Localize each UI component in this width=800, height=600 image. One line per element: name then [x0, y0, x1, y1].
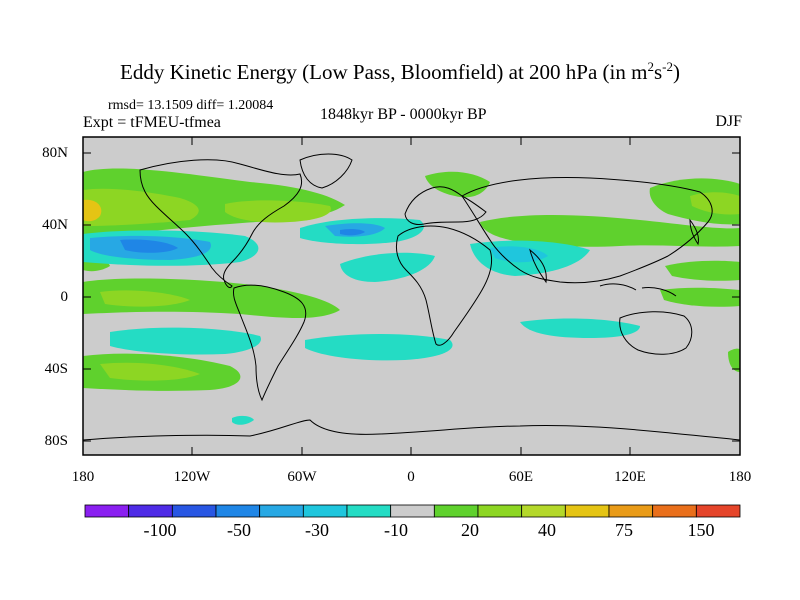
coast-australia — [619, 311, 693, 355]
region-pos-npacific-west-core — [83, 188, 199, 226]
region-pos-asia — [480, 215, 740, 247]
axis-ticks — [83, 137, 740, 455]
colorbar-swatch — [346, 504, 392, 518]
colorbar-swatch — [259, 504, 304, 518]
colorbar-label: -10 — [384, 520, 408, 540]
stats-text: rmsd= 13.1509 diff= 1.20084 — [108, 98, 274, 113]
coast-north-america — [139, 159, 303, 289]
colorbar-swatch — [652, 504, 697, 518]
colorbar — [84, 504, 741, 518]
region-pos-tropic-pacific-core — [100, 290, 190, 307]
region-pos-tropic-east — [665, 260, 740, 281]
lon-label-180w: 180 — [71, 469, 95, 485]
region-pos-europe — [425, 171, 490, 198]
coast-maritime — [599, 283, 677, 297]
colorbar-swatch — [477, 504, 523, 518]
coast-india — [529, 248, 547, 284]
colorbar-label: 75 — [615, 520, 633, 540]
region-neg-southern — [305, 334, 453, 361]
colorbar-label: 20 — [461, 520, 479, 540]
region-neg-southern-east — [520, 318, 640, 338]
region-pos-small-east — [728, 348, 740, 372]
coast-africa — [395, 225, 493, 346]
lon-label-60e: 60E — [508, 469, 534, 485]
colorbar-swatch — [215, 504, 261, 518]
colorbar-label: -50 — [227, 520, 251, 540]
region-pos-npacific-east-core — [690, 192, 740, 215]
coast-greenland — [299, 153, 353, 189]
coastlines — [83, 153, 740, 441]
coast-europe — [404, 186, 487, 225]
colorbar-swatch — [390, 504, 435, 518]
region-pos-spacific-core — [100, 362, 200, 381]
colorbar-swatch — [128, 504, 173, 518]
anomaly-field — [83, 168, 740, 425]
lat-label-80s: 80S — [44, 433, 68, 449]
lat-label-0: 0 — [60, 289, 69, 305]
colorbar-swatch — [84, 504, 130, 518]
region-neg-africa-west — [340, 252, 435, 282]
colorbar-swatch — [608, 504, 654, 518]
colorbar-label: -30 — [305, 520, 329, 540]
region-pos-tropic-pacific — [83, 278, 340, 318]
lat-label-40n: 40N — [42, 217, 68, 233]
coast-japan — [689, 218, 699, 246]
lon-label-120w: 120W — [173, 469, 211, 485]
region-pos-tropic-east2 — [660, 287, 740, 307]
colorbar-swatch — [564, 504, 610, 518]
colorbar-label: 40 — [538, 520, 556, 540]
colorbar-swatch — [433, 504, 479, 518]
experiment-label: Expt = tFMEU-tfmea — [83, 114, 221, 131]
colorbar-label: 150 — [687, 520, 715, 540]
coast-south-america — [233, 284, 307, 402]
colorbar-swatch — [695, 504, 741, 518]
region-neg-atlantic-spot — [340, 228, 365, 236]
colorbar-swatch — [302, 504, 348, 518]
coast-asia — [461, 177, 713, 284]
lat-label-80n: 80N — [42, 145, 68, 161]
region-neg-pacific-core — [120, 239, 178, 253]
coast-antarctica — [83, 419, 740, 441]
region-pos-natlantic — [225, 200, 331, 223]
lon-label-60w: 60W — [287, 469, 317, 485]
plot-title: Eddy Kinetic Energy (Low Pass, Bloomfiel… — [120, 59, 680, 84]
colorbar-swatch — [521, 504, 566, 518]
lon-label-0: 0 — [407, 469, 415, 485]
lon-label-180e: 180 — [728, 469, 752, 485]
lat-label-40s: 40S — [44, 361, 68, 377]
season-label: DJF — [715, 113, 742, 130]
colorbar-swatch — [171, 504, 217, 518]
region-neg-spacific — [110, 327, 261, 355]
region-pos-npacific-core — [83, 199, 102, 222]
lon-label-120e: 120E — [614, 469, 646, 485]
period-label: 1848kyr BP - 0000kyr BP — [320, 106, 487, 123]
colorbar-label: -100 — [143, 520, 177, 540]
region-neg-small-south — [232, 415, 254, 425]
